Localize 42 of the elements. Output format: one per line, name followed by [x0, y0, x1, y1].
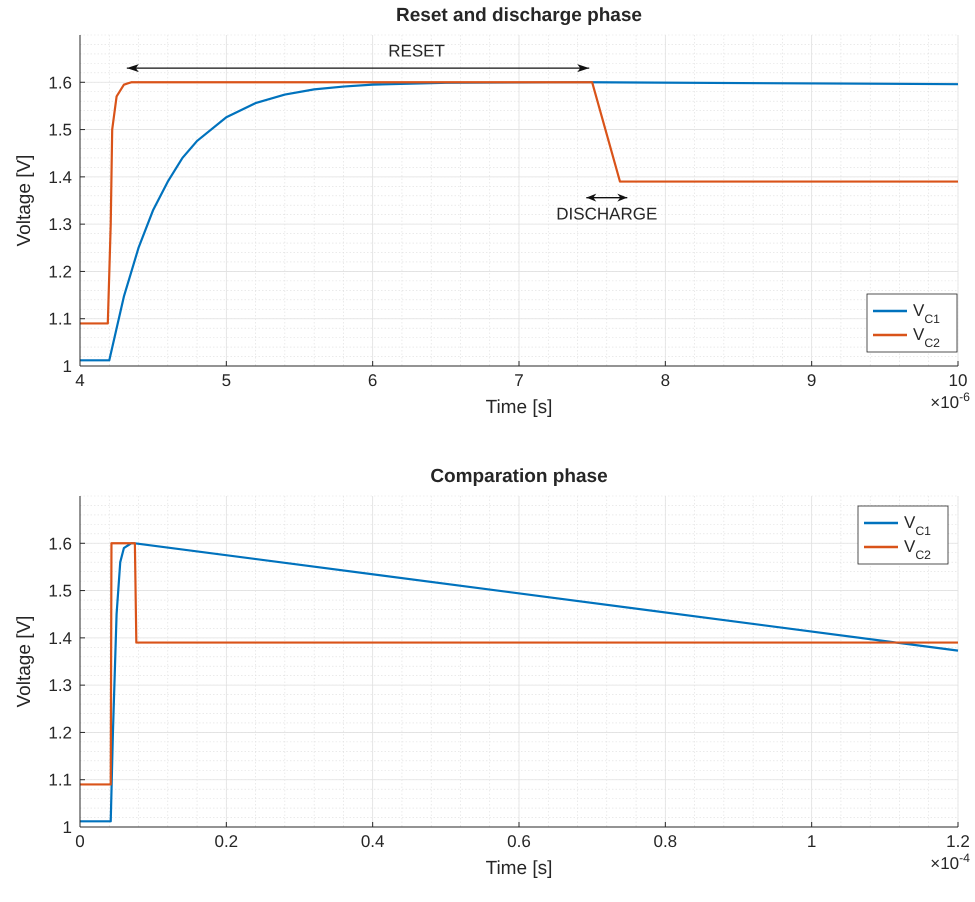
y-tick-label: 1	[62, 818, 72, 837]
chart-title: Comparation phase	[430, 466, 608, 487]
y-tick-label: 1.3	[48, 215, 72, 234]
x-tick-label: 1	[806, 832, 816, 851]
x-tick-label: 0.6	[507, 832, 531, 851]
x-tick-label: 9	[806, 371, 816, 390]
x-tick-label: 0.4	[360, 832, 384, 851]
y-tick-label: 1.6	[48, 534, 72, 554]
x-axis-title: Time [s]	[486, 397, 552, 418]
x-tick-label: 0	[75, 832, 85, 851]
x-tick-label: 8	[660, 371, 670, 390]
x-tick-label: 6	[368, 371, 378, 390]
legend-label: V$_{C1}$	[913, 301, 940, 326]
legend-label: V$_{C2}$	[904, 537, 932, 562]
legend-label: V$_{C1}$	[904, 513, 932, 538]
chart-title: Reset and discharge phase	[396, 5, 642, 26]
x-tick-label: 5	[222, 371, 232, 390]
x-tick-label: 10	[948, 371, 968, 390]
y-axis-title: Voltage [V]	[14, 154, 35, 246]
y-tick-label: 1.2	[48, 262, 72, 282]
y-tick-label: 1.4	[48, 628, 72, 648]
y-tick-label: 1.3	[48, 676, 72, 696]
text: ×10$^{-4}$	[930, 851, 970, 873]
y-tick-label: 1.1	[48, 310, 72, 329]
x-tick-label: 4	[75, 371, 85, 390]
y-axis-title: Voltage [V]	[14, 616, 35, 708]
x-tick-label: 7	[514, 371, 524, 390]
y-tick-label: 1.5	[48, 120, 72, 140]
text: ×10$^{-6}$	[930, 390, 970, 412]
y-tick-label: 1.5	[48, 582, 72, 601]
y-tick-label: 1.1	[48, 770, 72, 790]
y-tick-label: 1.4	[48, 168, 72, 187]
annotation: DISCHARGE	[556, 204, 658, 224]
y-tick-label: 1	[62, 357, 72, 376]
x-axis-title: Time [s]	[486, 858, 552, 879]
y-tick-label: 1.2	[48, 723, 72, 742]
annotation: RESET	[388, 41, 445, 60]
x-tick-label: 1.2	[946, 832, 970, 851]
legend-label: V$_{C2}$	[913, 325, 940, 350]
x-tick-label: 0.8	[654, 832, 678, 851]
y-tick-label: 1.6	[48, 73, 72, 92]
x-tick-label: 0.2	[214, 832, 238, 851]
